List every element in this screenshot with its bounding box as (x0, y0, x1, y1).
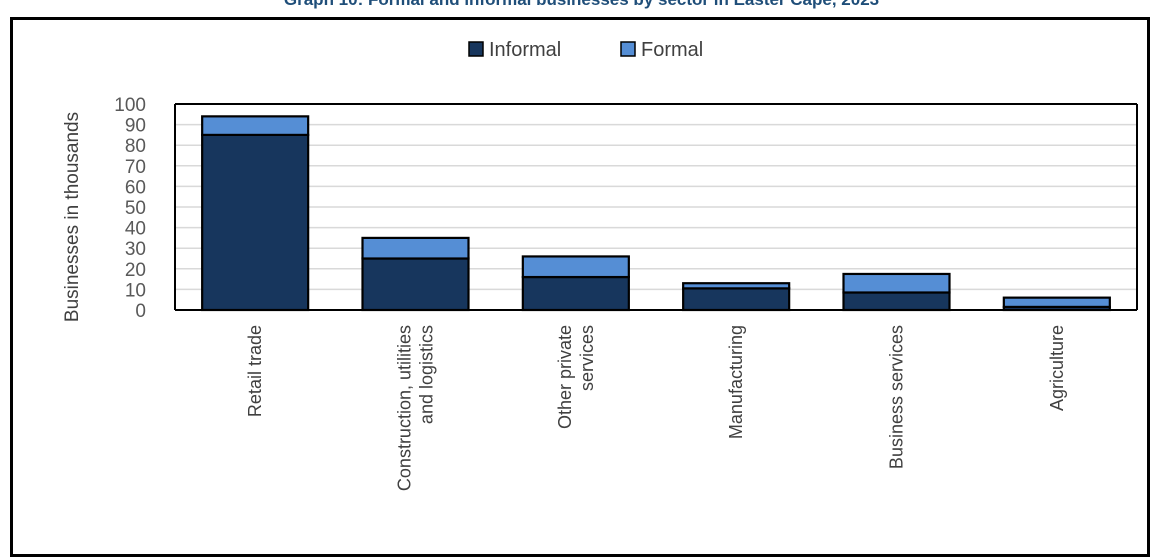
chart-title: Graph 10: Formal and informal businesses… (0, 0, 1163, 11)
bar-informal (361, 257, 470, 312)
bar-formal (1002, 296, 1111, 309)
bar-formal (361, 236, 470, 260)
y-tick-label: 90 (125, 116, 146, 137)
legend-swatch (468, 41, 484, 57)
y-tick-label: 100 (114, 95, 146, 116)
x-category-label: Business services (887, 325, 907, 469)
x-category-label: Manufacturing (726, 325, 746, 439)
bar-informal (842, 291, 951, 312)
gridlines (175, 103, 1137, 291)
x-category-label: Construction, utilities (395, 325, 415, 491)
chart-area: 0 10 20 30 40 50 60 70 80 90 100 Retail trade Const… (10, 17, 1150, 557)
x-category-label: services (577, 325, 597, 391)
legend: Informal Formal (468, 39, 703, 61)
y-tick-label: 80 (125, 136, 146, 157)
y-tick-label: 30 (125, 239, 146, 260)
x-category-label: and logistics (417, 325, 437, 424)
bar-formal (521, 255, 630, 279)
bar-informal (201, 133, 310, 312)
bar-formal (842, 272, 951, 294)
y-axis-title: Businesses in thousands (62, 112, 83, 322)
y-tick-label: 10 (125, 280, 146, 301)
bar-formal (201, 115, 310, 136)
y-tick-label: 60 (125, 177, 146, 198)
bars (201, 115, 1111, 312)
bar-informal (521, 275, 630, 312)
legend-label: Informal (489, 39, 561, 61)
y-tick-label: 20 (125, 260, 146, 281)
x-category-label: Agriculture (1047, 325, 1067, 411)
x-category-label: Retail trade (245, 325, 265, 417)
y-tick-label: 0 (135, 301, 146, 322)
legend-swatch (620, 41, 636, 57)
category-labels: Retail trade Construction, utilities and l… (245, 325, 1067, 491)
y-tick-label: 50 (125, 198, 146, 219)
x-category-label: Other private (555, 325, 575, 429)
bar-informal (682, 287, 791, 312)
y-tick-label: 40 (125, 219, 146, 240)
y-tick-label: 70 (125, 157, 146, 178)
legend-label: Formal (641, 39, 703, 61)
bar-formal (682, 282, 791, 290)
axes (174, 103, 1138, 311)
